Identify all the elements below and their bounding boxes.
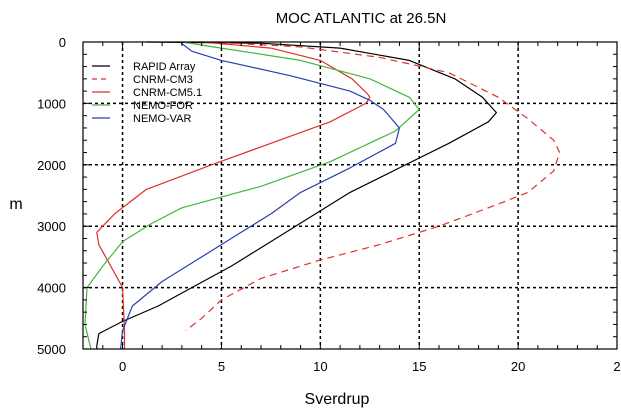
series-line-3 — [96, 41, 371, 349]
series-line-4 — [84, 41, 420, 350]
y-axis-label: m — [9, 196, 22, 213]
series-line-1 — [96, 41, 497, 349]
x-axis-label: Sverdrup — [305, 391, 370, 408]
y-tick-label: 2000 — [37, 158, 66, 173]
legend-label-3: CNRM-CM5.1 — [133, 87, 202, 99]
series-line-2 — [185, 41, 561, 332]
x-tick-label: 5 — [218, 359, 225, 374]
plot-frame — [82, 41, 618, 350]
x-tick-label: 20 — [511, 359, 525, 374]
y-tick-label: 4000 — [37, 281, 66, 296]
y-tick-label: 1000 — [37, 96, 66, 111]
x-tick-label: 10 — [313, 359, 327, 374]
x-tick-label: 0 — [119, 359, 126, 374]
y-tick-label: 3000 — [37, 219, 66, 234]
legend-label-1: RAPID Array — [133, 61, 196, 73]
legend-label-4: NEMO-FOR — [133, 100, 193, 112]
series-line-5 — [120, 41, 400, 350]
chart-title: MOC ATLANTIC at 26.5N — [276, 10, 447, 27]
y-tick-label: 5000 — [37, 342, 66, 357]
x-tick-label: 15 — [412, 359, 426, 374]
y-tick-label: 0 — [59, 35, 66, 50]
legend-label-5: NEMO-VAR — [133, 113, 192, 125]
x-tick-label: 2 — [613, 359, 620, 374]
legend-label-2: CNRM-CM3 — [133, 74, 193, 86]
